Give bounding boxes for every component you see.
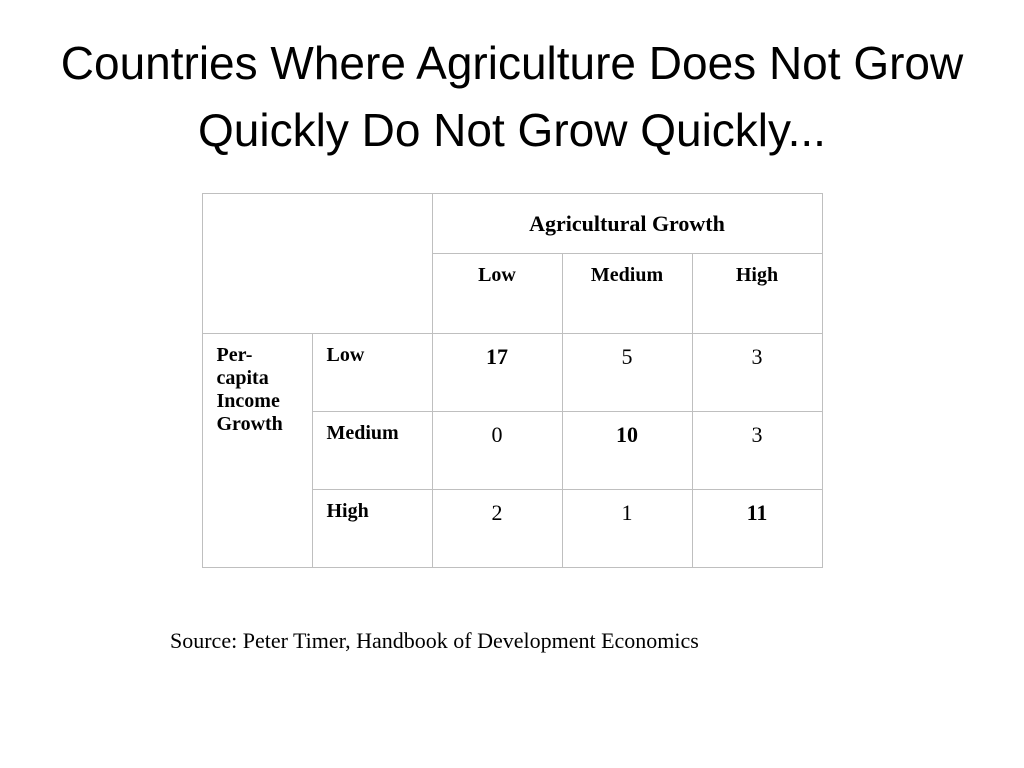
cell-2-1: 1 — [562, 490, 692, 568]
row-group-header: Per-capita Income Growth — [202, 334, 312, 568]
cell-0-2: 3 — [692, 334, 822, 412]
header-blank — [202, 194, 432, 334]
row-header-high: High — [312, 490, 432, 568]
row-header-medium: Medium — [312, 412, 432, 490]
cell-0-0: 17 — [432, 334, 562, 412]
cell-1-0: 0 — [432, 412, 562, 490]
cell-2-0: 2 — [432, 490, 562, 568]
cell-0-1: 5 — [562, 334, 692, 412]
col-group-header: Agricultural Growth — [432, 194, 822, 254]
cell-1-2: 3 — [692, 412, 822, 490]
table-container: Agricultural Growth Low Medium High Per-… — [20, 193, 1004, 568]
row-header-low: Low — [312, 334, 432, 412]
slide: Countries Where Agriculture Does Not Gro… — [0, 0, 1024, 768]
col-header-high: High — [692, 254, 822, 334]
growth-table: Agricultural Growth Low Medium High Per-… — [202, 193, 823, 568]
cell-2-2: 11 — [692, 490, 822, 568]
col-header-low: Low — [432, 254, 562, 334]
slide-title: Countries Where Agriculture Does Not Gro… — [20, 30, 1004, 163]
col-header-medium: Medium — [562, 254, 692, 334]
cell-1-1: 10 — [562, 412, 692, 490]
source-citation: Source: Peter Timer, Handbook of Develop… — [170, 628, 1004, 654]
